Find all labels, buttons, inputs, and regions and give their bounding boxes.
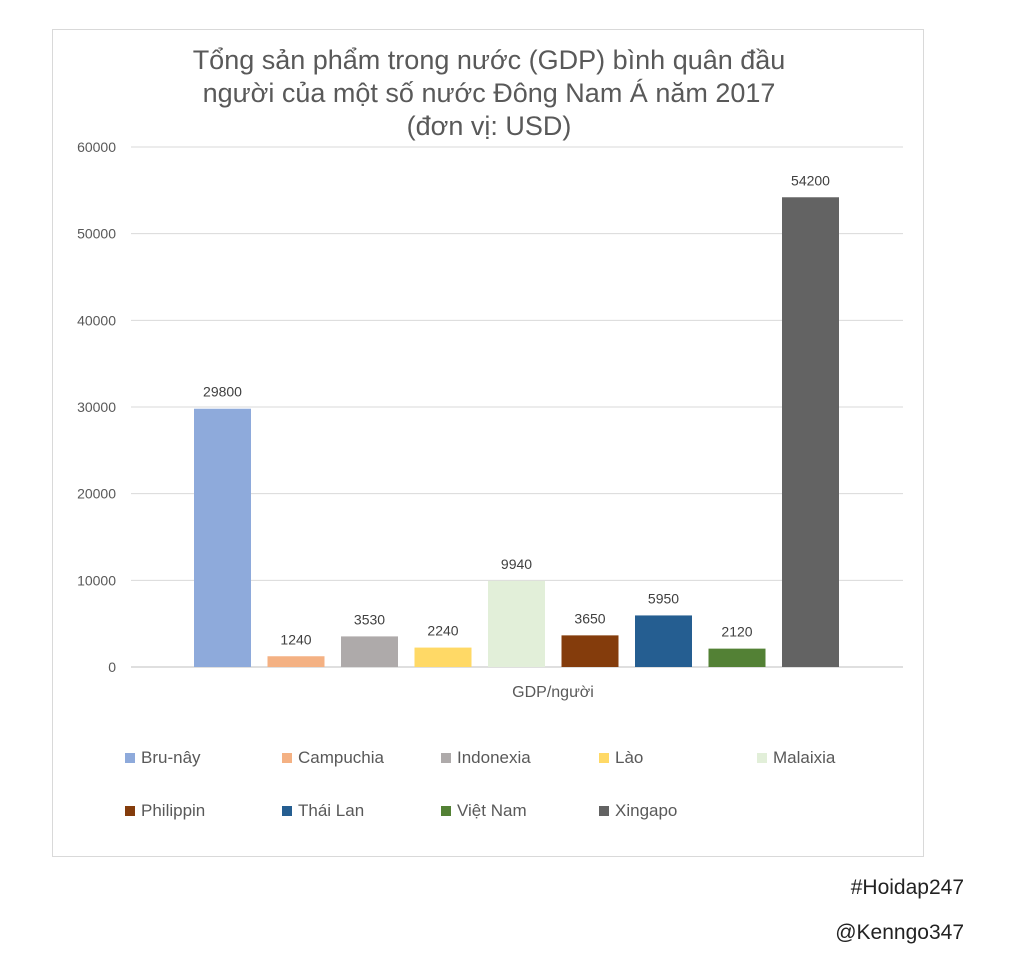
bar-1	[194, 408, 251, 667]
legend-label-2: Campuchia	[298, 748, 384, 767]
legend-item-5: Malaixia	[757, 746, 835, 770]
legend-label-9: Xingapo	[615, 801, 678, 820]
y-tick-label-20000: 20000	[77, 486, 116, 502]
data-label-5: 9940	[501, 556, 532, 572]
legend-item-8: Việt Nam	[441, 799, 527, 823]
x-axis-label: GDP/người	[512, 684, 594, 701]
y-tick-label-40000: 40000	[77, 312, 116, 328]
plot-area: 0 10000 20000 30000 40000 50000 60000 29800 1240…	[77, 139, 903, 701]
legend-item-7: Thái Lan	[282, 799, 364, 823]
author-watermark: @Kenngo347	[835, 921, 964, 944]
y-tick-label-50000: 50000	[77, 226, 116, 242]
legend-row-2: Philippin Thái Lan Việt Nam Xingapo	[53, 799, 925, 823]
legend-item-6: Philippin	[125, 799, 205, 823]
legend-label-6: Philippin	[141, 801, 206, 820]
y-tick-label-60000: 60000	[77, 139, 116, 155]
legend-row-1: Bru-nây Campuchia Indonexia Lào Malaixia	[53, 746, 925, 770]
chart-title-line-2: người của một số nước Đông Nam Á năm 201…	[202, 78, 776, 108]
data-label-7: 5950	[648, 590, 679, 606]
data-label-6: 3650	[574, 610, 605, 626]
data-label-8: 2120	[721, 624, 752, 640]
bar-8	[708, 648, 766, 667]
legend-item-1: Bru-nây	[125, 746, 201, 770]
legend-label-1: Bru-nây	[141, 748, 201, 767]
bar-5	[488, 580, 545, 667]
chart-title: Tổng sản phẩm trong nước (GDP) bình quân…	[53, 44, 925, 143]
y-tick-label-30000: 30000	[77, 399, 116, 415]
legend-swatch-7	[282, 806, 292, 816]
data-label-9: 54200	[791, 172, 830, 188]
legend-item-3: Indonexia	[441, 746, 531, 770]
legend-label-3: Indonexia	[457, 748, 531, 767]
bar-7	[635, 615, 692, 667]
y-tick-label-0: 0	[108, 659, 116, 675]
legend-swatch-4	[599, 753, 609, 763]
legend-item-4: Lào	[599, 746, 643, 770]
legend-item-2: Campuchia	[282, 746, 384, 770]
legend-swatch-9	[599, 806, 609, 816]
y-tick-label-10000: 10000	[77, 572, 116, 588]
chart-title-line-1: Tổng sản phẩm trong nước (GDP) bình quân…	[192, 45, 786, 75]
bar-6	[561, 635, 619, 667]
legend-label-7: Thái Lan	[298, 801, 365, 820]
chart-title-line-3: (đơn vị: USD)	[406, 111, 572, 141]
chart-frame: Tổng sản phẩm trong nước (GDP) bình quân…	[52, 29, 924, 857]
legend-swatch-2	[282, 753, 292, 763]
bar-2	[267, 656, 325, 667]
data-label-2: 1240	[280, 631, 311, 647]
data-label-1: 29800	[203, 384, 242, 400]
legend-label-8: Việt Nam	[457, 801, 527, 820]
legend-item-9: Xingapo	[599, 799, 677, 823]
legend-swatch-8	[441, 806, 451, 816]
hashtag-watermark: #Hoidap247	[850, 876, 964, 899]
legend-swatch-5	[757, 753, 767, 763]
legend-swatch-3	[441, 753, 451, 763]
legend-swatch-6	[125, 806, 135, 816]
data-label-4: 2240	[427, 623, 458, 639]
data-label-3: 3530	[354, 611, 385, 627]
legend-swatch-1	[125, 753, 135, 763]
legend-label-4: Lào	[615, 748, 644, 767]
legend-label-5: Malaixia	[773, 748, 836, 767]
bar-9	[782, 197, 839, 667]
bar-4	[414, 647, 472, 667]
bar-3	[341, 636, 398, 667]
